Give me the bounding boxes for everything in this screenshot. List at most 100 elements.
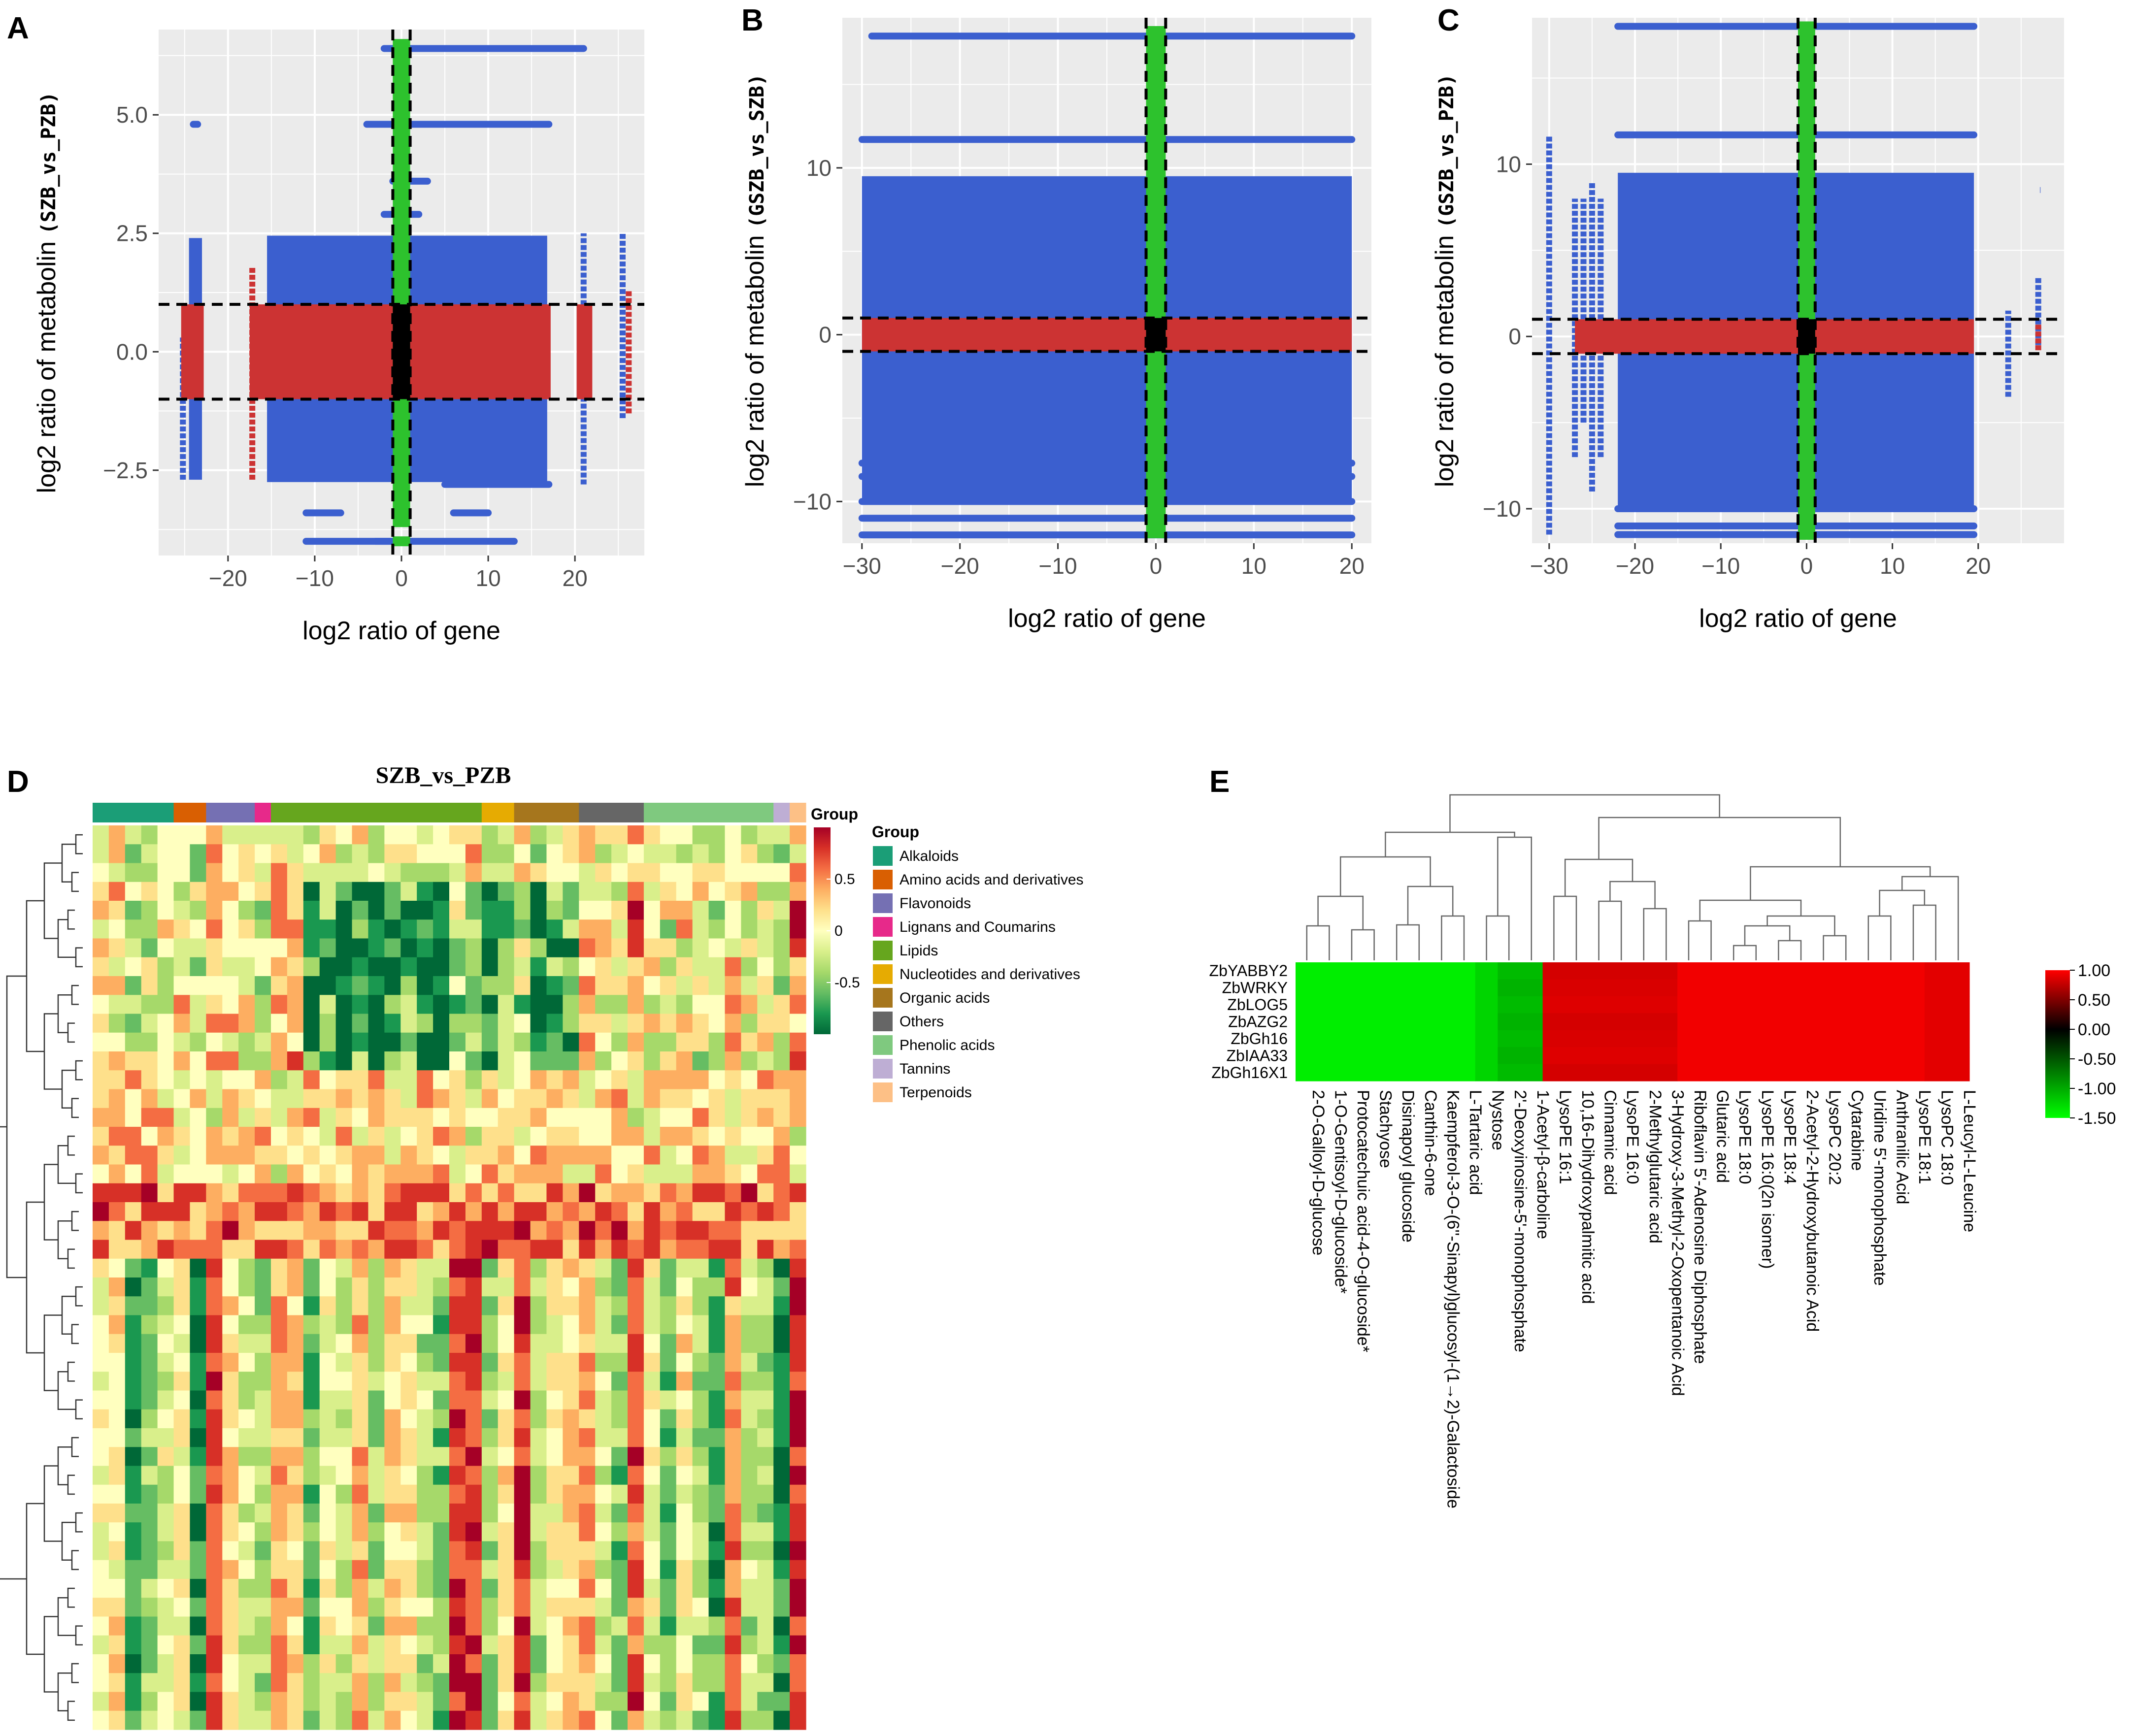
heatmap-cell [498,1014,515,1033]
heatmap-cell [1655,1030,1678,1048]
heatmap-cell [708,1466,726,1485]
heatmap-cell [708,1616,726,1636]
heatmap-cell [173,1089,191,1109]
heatmap-cell [93,1164,109,1184]
heatmap-cell [190,1504,206,1523]
heatmap-cell [271,844,288,864]
legend-swatch [873,893,893,913]
heatmap-cell [481,957,499,977]
heatmap-cell [93,938,109,958]
heatmap-cell [449,1258,466,1278]
heatmap-cell [222,1504,239,1523]
heatmap-cell [173,1466,191,1485]
heatmap-cell [773,1164,790,1184]
heatmap-cell [692,1692,709,1711]
heatmap-cell [368,882,385,901]
heatmap-cell [643,1315,661,1335]
heatmap-cell [530,1089,547,1109]
heatmap-cell [319,1692,336,1711]
heatmap-cell [1699,1064,1723,1081]
heatmap-cell [141,1372,158,1391]
heatmap-cell [498,1353,515,1372]
heatmap-cell [255,1108,271,1127]
heatmap-cell [1812,962,1835,980]
heatmap-cell [335,1334,353,1353]
heatmap-cell [692,1466,709,1485]
metabolite-label: LysoPC 20:2 [1826,1090,1844,1185]
heatmap-cell [255,1484,271,1504]
heatmap-cell [108,825,126,845]
heatmap-cell [530,901,547,920]
heatmap-cell [790,976,806,995]
heatmap-cell [628,1183,644,1203]
heatmap-cell [595,1315,612,1335]
heatmap-cell [643,901,661,920]
heatmap-cell [222,1258,239,1278]
heatmap-cell [141,1390,158,1410]
heatmap-cell [1767,962,1790,980]
heatmap-cell [400,1334,417,1353]
heatmap-cell [1745,1030,1768,1048]
heatmap-cell [368,1692,385,1711]
heatmap-cell [643,1484,661,1504]
heatmap-cell [790,1673,806,1693]
y-tick-label: 10 [1496,151,1521,177]
heatmap-cell [1879,979,1902,997]
heatmap-cell [1296,979,1319,997]
heatmap-cell [546,1146,563,1165]
heatmap-cell [271,1353,288,1372]
heatmap-cell [611,1710,628,1730]
heatmap-cell [319,1673,336,1693]
heatmap-cell [1879,1064,1902,1081]
heatmap-cell [222,1447,239,1467]
heatmap-cell [368,1673,385,1693]
heatmap-cell [93,957,109,977]
heatmap-cell [498,1654,515,1673]
dendrogram-branch [75,1173,83,1194]
heatmap-cell [790,1146,806,1165]
heatmap-cell [741,1277,758,1297]
heatmap-cell [400,1315,417,1335]
heatmap-cell [255,1710,271,1730]
heatmap-cell [563,1089,579,1109]
colorbar-tick-label: 0.50 [2078,991,2110,1010]
heatmap-cell [465,938,482,958]
heatmap-cell [352,844,369,864]
colorbar-tick-label: 0.00 [2078,1020,2110,1039]
heatmap-cell [417,901,433,920]
heatmap-cell [108,1541,126,1561]
heatmap-cell [660,1522,677,1542]
heatmap-cell [125,1277,142,1297]
heatmap-cell [125,1183,142,1203]
heatmap-cell [773,1541,790,1561]
heatmap-cell [790,1089,806,1109]
metabolite-label: Anthranilic Acid [1893,1090,1911,1204]
heatmap-cell [206,1504,223,1523]
heatmap-cell [433,1334,450,1353]
heatmap-cell [352,1240,369,1259]
heatmap-cell [141,1277,158,1297]
heatmap-cell [1453,1030,1476,1048]
heatmap-cell [400,1164,417,1184]
heatmap-cell [628,1447,644,1467]
heatmap-cell [157,1164,174,1184]
heatmap-cell [335,1635,353,1655]
heatmap-cell [708,1051,726,1071]
heatmap-cell [238,1089,255,1109]
heatmap-cell [271,976,288,995]
heatmap-cell [335,1504,353,1523]
heatmap-cell [157,1315,174,1335]
heatmap-cell [368,1146,385,1165]
heatmap-cell [1834,962,1858,980]
heatmap-cell [384,882,401,901]
heatmap-cell [384,938,401,958]
heatmap-cell [660,1164,677,1184]
heatmap-cell [303,1202,320,1221]
heatmap-cell [660,1673,677,1693]
heatmap-cell [108,1504,126,1523]
heatmap-cell [449,1692,466,1711]
heatmap-cell [335,882,353,901]
heatmap-cell [563,1032,579,1052]
heatmap-cell [465,1164,482,1184]
heatmap-cell [643,1164,661,1184]
